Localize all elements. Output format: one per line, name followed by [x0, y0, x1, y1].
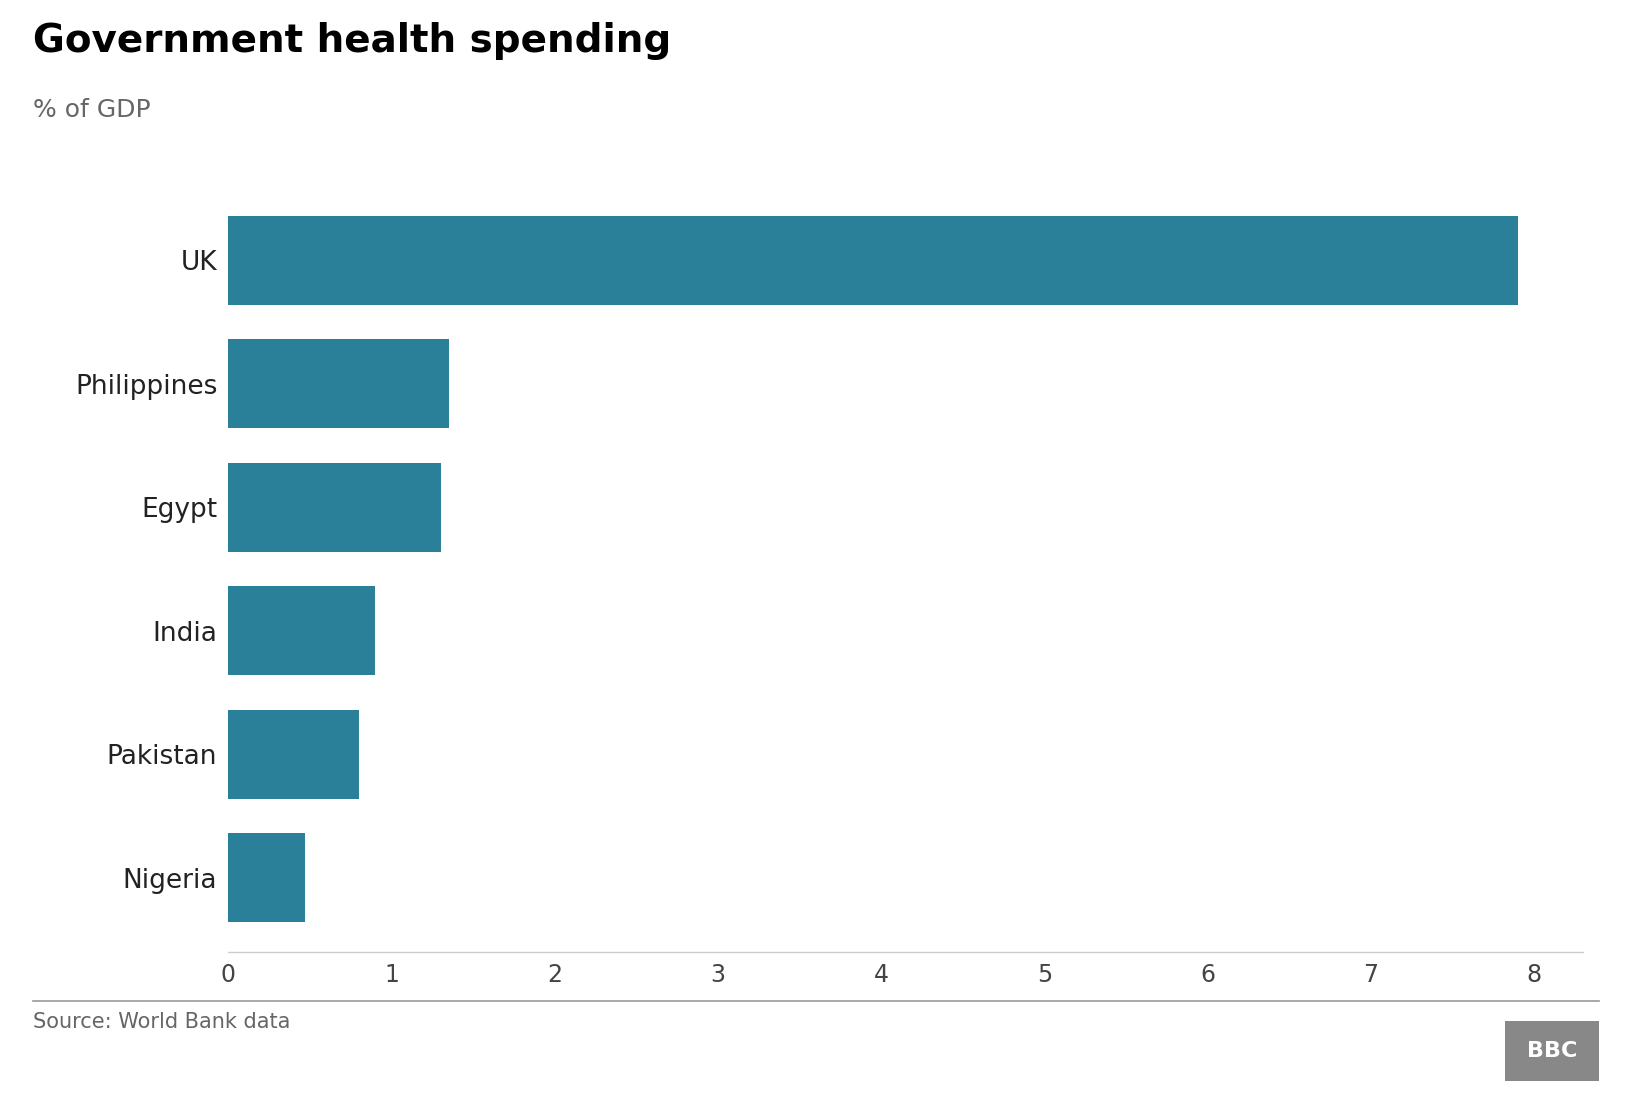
Bar	[228, 710, 359, 799]
Text: Government health spending: Government health spending	[33, 22, 671, 60]
Bar	[228, 463, 441, 551]
Text: % of GDP: % of GDP	[33, 98, 150, 123]
Bar	[228, 339, 449, 428]
Bar	[228, 586, 375, 675]
Text: BBC: BBC	[1528, 1040, 1577, 1061]
Text: Source: World Bank data: Source: World Bank data	[33, 1012, 290, 1032]
Bar	[228, 216, 1518, 304]
Bar	[228, 834, 305, 922]
